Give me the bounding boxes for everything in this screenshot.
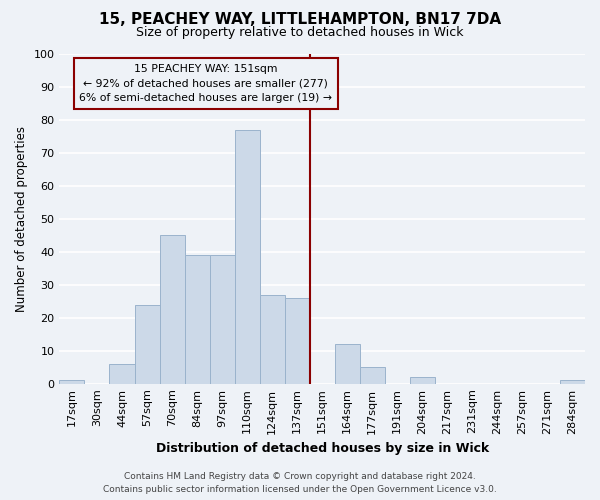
Bar — [185, 255, 209, 384]
Text: 15, PEACHEY WAY, LITTLEHAMPTON, BN17 7DA: 15, PEACHEY WAY, LITTLEHAMPTON, BN17 7DA — [99, 12, 501, 28]
Bar — [134, 304, 160, 384]
Bar — [360, 367, 385, 384]
Bar — [59, 380, 85, 384]
Bar — [209, 255, 235, 384]
Y-axis label: Number of detached properties: Number of detached properties — [15, 126, 28, 312]
Text: Contains HM Land Registry data © Crown copyright and database right 2024.
Contai: Contains HM Land Registry data © Crown c… — [103, 472, 497, 494]
Bar — [410, 377, 435, 384]
Bar — [284, 298, 310, 384]
Bar — [560, 380, 585, 384]
Bar — [109, 364, 134, 384]
X-axis label: Distribution of detached houses by size in Wick: Distribution of detached houses by size … — [155, 442, 489, 455]
Bar — [235, 130, 260, 384]
Text: 15 PEACHEY WAY: 151sqm
← 92% of detached houses are smaller (277)
6% of semi-det: 15 PEACHEY WAY: 151sqm ← 92% of detached… — [79, 64, 332, 104]
Text: Size of property relative to detached houses in Wick: Size of property relative to detached ho… — [136, 26, 464, 39]
Bar — [260, 294, 284, 384]
Bar — [160, 236, 185, 384]
Bar — [335, 344, 360, 384]
